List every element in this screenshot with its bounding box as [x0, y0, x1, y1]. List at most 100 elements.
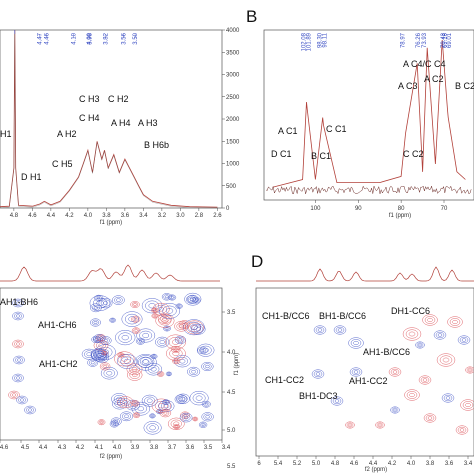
panel-c-contour — [109, 317, 116, 323]
panel-c-contour — [131, 400, 140, 407]
panel-c-contour — [166, 372, 172, 376]
panel-c-contour — [117, 354, 138, 369]
panel-c-contour — [143, 421, 162, 435]
annotation-ah1-bh6: AH1-BH6 — [0, 297, 38, 307]
panel-c-contour — [158, 315, 172, 326]
panel-b-peak-label-6: 73.93 — [422, 32, 428, 48]
panel-c-contour — [135, 337, 146, 345]
panel-c-contour — [100, 421, 103, 424]
panel-c-contour — [12, 298, 24, 308]
panel-b-peak-label-7: 70.43 — [441, 32, 447, 48]
panel-d-contour — [425, 414, 435, 422]
panel-c-contour — [103, 364, 108, 368]
panel-c-contour — [116, 401, 123, 406]
panel-d-contour — [441, 393, 455, 403]
panel-c-contour — [176, 357, 189, 366]
panel-c-contour — [160, 315, 170, 323]
panel-c-contour — [15, 357, 23, 363]
panel-c-contour — [159, 372, 162, 376]
panel-a-xtick-3: 4.2 — [65, 213, 74, 219]
panel-d-xtick-6: 4.4 — [369, 461, 378, 467]
panel-c-contour — [201, 423, 205, 427]
panel-c-contour — [181, 414, 191, 421]
panel-c-contour — [26, 407, 34, 413]
panel-c-contour — [158, 303, 181, 319]
panel-d-contour — [350, 339, 362, 347]
panel-d-contour — [334, 399, 340, 403]
annotation-ch1-cc2: CH1-CC2 — [265, 375, 304, 385]
panel-c-contour — [10, 392, 18, 398]
panel-d-contour — [415, 341, 425, 349]
panel-d-contour — [409, 392, 415, 398]
panel-a-xtick-10: 2.8 — [195, 213, 204, 219]
panel-c-contour — [163, 411, 168, 415]
panel-c-contour — [136, 328, 156, 343]
panel-b-peak-label-2: 98.30 — [318, 32, 324, 48]
panel-d-contour — [408, 331, 416, 337]
panel-c-contour — [12, 373, 24, 383]
panel-c-chart: 4.6 4.5 4.4 4.3 4.2 4.1 4.0 3.9 3.8 3.7 3.6 3.5 3.4 … — [0, 264, 240, 470]
panel-a-xlabel: f1 (ppm) — [100, 220, 122, 226]
panel-b-spectrum-line — [272, 39, 466, 188]
panel-d-contour — [348, 423, 352, 427]
panel-c-contour — [169, 295, 175, 300]
panel-c-contour — [196, 343, 215, 357]
panel-b-peak-label-1: 101.89 — [306, 32, 312, 51]
panel-c-contour — [119, 353, 123, 356]
panel-c-contour — [93, 320, 98, 325]
panel-c-contour — [129, 371, 140, 379]
annotation-c-c2: C C2 — [403, 149, 424, 159]
panel-c-contour — [189, 390, 209, 406]
panel-c-contour — [177, 305, 181, 308]
panel-d-contour — [459, 336, 469, 344]
annotation-dh1-cc6: DH1-CC6 — [391, 306, 430, 316]
annotation-b-c1: B C1 — [311, 151, 331, 161]
panel-d-xtick-1: 5.4 — [274, 461, 283, 467]
panel-d-contour — [455, 425, 469, 435]
panel-c-contour — [193, 325, 204, 333]
panel-c-contour — [117, 396, 134, 409]
panel-c-contour — [90, 361, 95, 365]
annotation-a-c1: A C1 — [278, 126, 298, 136]
panel-c-contour — [137, 406, 145, 412]
panel-c-contour — [15, 376, 21, 380]
panel-d-contour — [427, 416, 433, 420]
panel-c-contour — [202, 347, 209, 353]
panel-d-contour — [313, 370, 323, 378]
panel-d-contour — [449, 318, 461, 326]
panel-c-contour — [101, 363, 109, 370]
panel-c-contour — [133, 303, 137, 306]
panel-c-xtick-6: 4.0 — [113, 445, 122, 451]
panel-c-contour — [126, 369, 143, 381]
panel-c-contour — [176, 337, 185, 343]
panel-a-ytick-1: 3500 — [226, 50, 240, 56]
panel-d-contour — [418, 375, 432, 385]
panel-a-xtick-7: 3.4 — [139, 213, 148, 219]
panel-a-peak-label-3: 4.00 — [87, 32, 93, 44]
panel-a-peak-label-0: 4.47 — [37, 32, 43, 44]
panel-c-contour — [112, 422, 116, 426]
panel-c-contour — [18, 397, 26, 403]
annotation-a-h4: A H4 — [111, 118, 131, 128]
panel-c-contour — [91, 319, 100, 326]
panel-d-contour — [424, 316, 436, 324]
panel-b-peak-label-8: 69.18 — [443, 32, 449, 48]
panel-c-contour — [144, 396, 156, 405]
panel-c-contour — [165, 334, 186, 350]
panel-a-xtick-9: 3.0 — [176, 213, 185, 219]
panel-c-contour — [90, 348, 107, 360]
panel-a-ytick-5: 1500 — [226, 139, 240, 145]
panel-c-contour — [173, 358, 180, 364]
panel-a-ytick-2: 3000 — [226, 73, 240, 79]
panel-c-contour — [175, 425, 178, 428]
panel-c-contour — [189, 296, 196, 302]
panel-c-contour — [27, 408, 33, 412]
panel-c-contour — [195, 395, 203, 401]
panel-c-contour — [201, 400, 211, 408]
panel-c-contour — [151, 354, 157, 359]
panel-c-contour — [174, 359, 178, 363]
panel-c-contour — [192, 416, 199, 422]
panel-c-contour — [131, 315, 141, 323]
panel-c-contour — [134, 404, 148, 414]
panel-c-contour — [98, 297, 113, 309]
